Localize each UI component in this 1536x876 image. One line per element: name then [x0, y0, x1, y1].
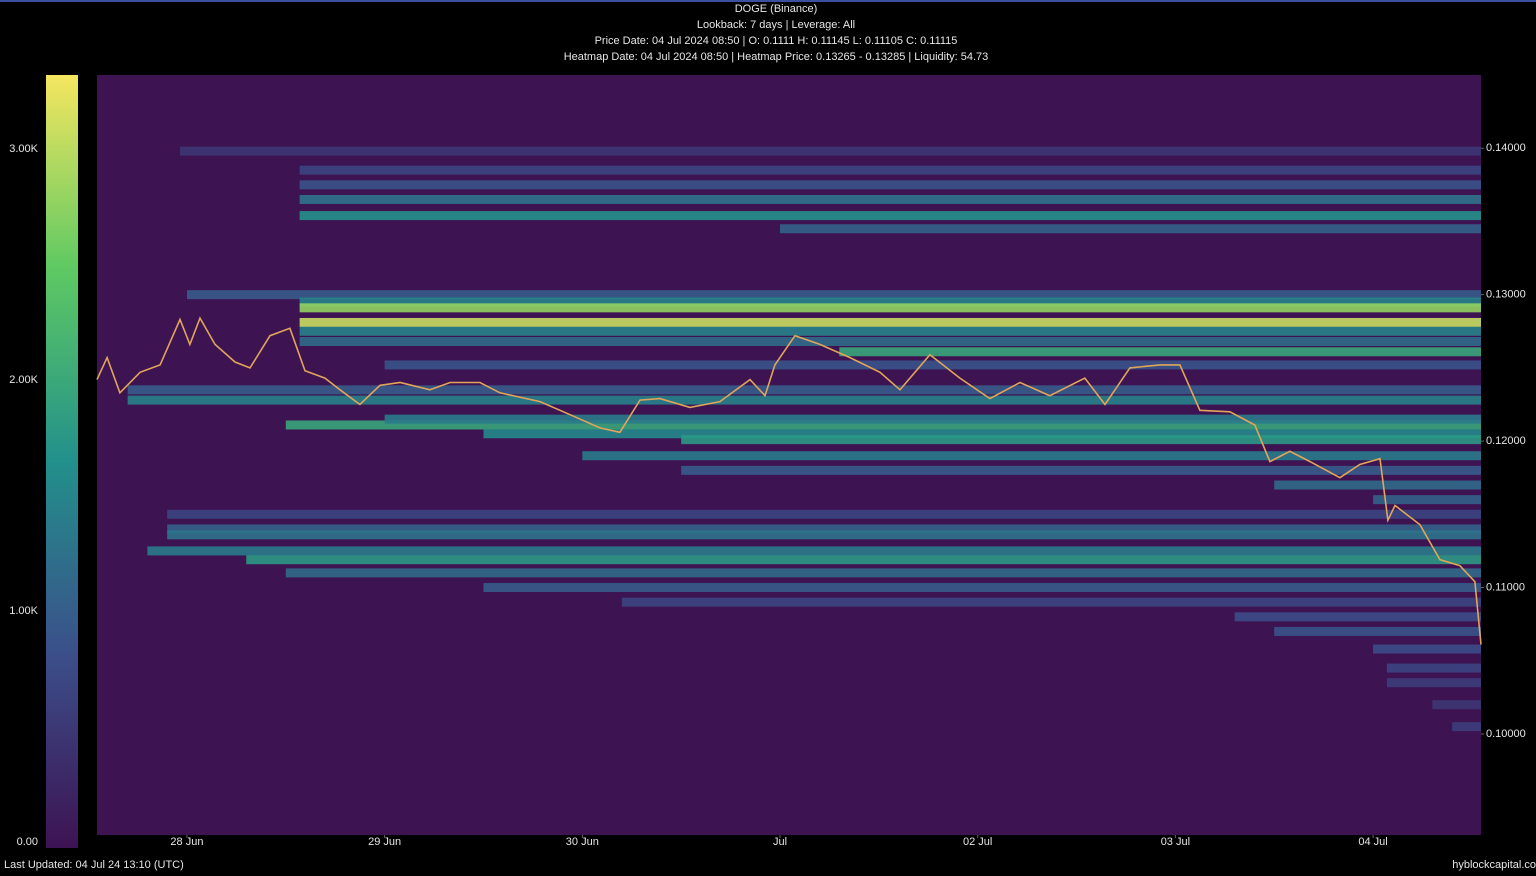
heatmap-band [285, 568, 1481, 578]
x-tick-label: 28 Jun [170, 836, 203, 848]
heatmap-band [127, 395, 1481, 405]
heatmap-band [147, 546, 1482, 556]
footer-updated: Last Updated: 04 Jul 24 13:10 (UTC) [4, 859, 184, 871]
x-tick-label: 30 Jun [566, 836, 599, 848]
heatmap-band [299, 211, 1482, 221]
heatmap-band [1373, 495, 1481, 505]
heatmap-band [299, 165, 1482, 175]
heatmap-band [186, 290, 1481, 300]
x-tick-label: 04 Jul [1358, 836, 1387, 848]
y-tick-label: 0.11000 [1486, 581, 1525, 593]
heatmap-band [839, 347, 1481, 357]
heatmap-band [127, 385, 1481, 395]
footer-brand: hyblockcapital.co [1452, 859, 1536, 871]
subtitle: Heatmap Date: 04 Jul 2024 08:50 | Heatma… [564, 51, 989, 63]
colorbar-tick-label: 0.00 [17, 836, 38, 848]
heatmap-band [246, 555, 1482, 565]
subtitle: Price Date: 04 Jul 2024 08:50 | O: 0.111… [595, 35, 958, 47]
heatmap-band [483, 429, 1482, 439]
heatmap-band [299, 297, 1482, 307]
heatmap-band [621, 597, 1481, 607]
y-tick-label: 0.13000 [1486, 289, 1526, 301]
colorbar-tick-label: 3.00K [9, 143, 38, 155]
heatmap-band [1234, 612, 1481, 622]
heatmap-band [299, 180, 1482, 190]
top-border [0, 0, 1536, 2]
price-line [96, 316, 1482, 645]
heatmap-band [1373, 644, 1481, 654]
heatmap-band [1452, 722, 1481, 732]
heatmap-band [483, 583, 1482, 593]
heatmap-band [1386, 663, 1481, 673]
heatmap-band [780, 224, 1481, 234]
colorbar [46, 75, 78, 848]
heatmap-band [299, 337, 1482, 347]
y-tick-label: 0.12000 [1486, 435, 1526, 447]
heatmap-band [285, 420, 1481, 430]
heatmap-band [299, 326, 1482, 336]
heatmap-band [299, 303, 1482, 313]
heatmap-band [167, 509, 1481, 519]
y-tick-label: 0.14000 [1486, 142, 1526, 154]
chart-title: DOGE (Binance) [735, 3, 818, 15]
y-tick-label: 0.10000 [1486, 728, 1526, 740]
x-tick-label: 02 Jul [963, 836, 992, 848]
colorbar-tick-label: 2.00K [9, 374, 38, 386]
heatmap-band [681, 435, 1481, 445]
heatmap-band [1386, 678, 1481, 688]
heatmap-band [299, 194, 1482, 204]
colorbar-tick-label: 1.00K [9, 605, 38, 617]
x-tick-label: Jul [773, 836, 787, 848]
heatmap-band [299, 317, 1482, 327]
heatmap-band [681, 465, 1481, 475]
heatmap-band [1274, 480, 1481, 490]
heatmap-band [1274, 626, 1481, 636]
heatmap-band [167, 530, 1481, 540]
heatmap-band [384, 360, 1482, 370]
heatmap-band [1432, 700, 1481, 710]
heatmap-band [167, 524, 1481, 534]
heatmap-band [384, 414, 1482, 424]
heatmap-band [180, 146, 1482, 156]
x-tick-label: 03 Jul [1161, 836, 1190, 848]
x-tick-label: 29 Jun [368, 836, 401, 848]
heatmap-band [582, 451, 1481, 461]
subtitle: Lookback: 7 days | Leverage: All [697, 19, 855, 31]
